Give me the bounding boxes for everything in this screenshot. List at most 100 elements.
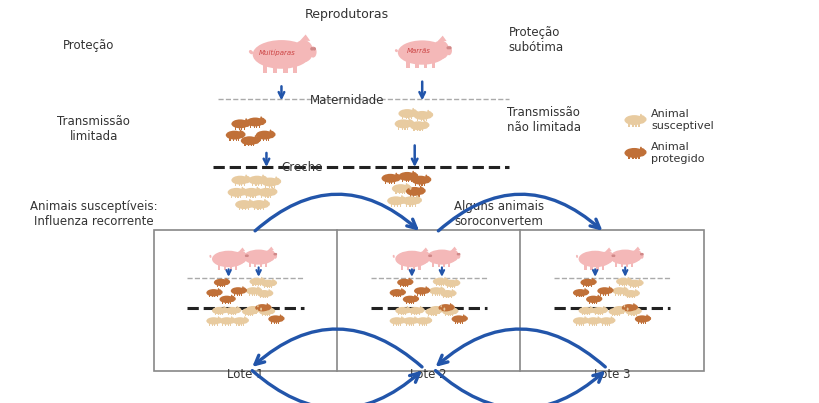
Ellipse shape [586, 317, 600, 324]
Bar [614, 262, 617, 267]
Ellipse shape [381, 174, 399, 183]
Ellipse shape [275, 281, 277, 285]
Ellipse shape [631, 249, 641, 261]
Bar [238, 183, 239, 186]
Text: Transmissão
não limitada: Transmissão não limitada [506, 106, 580, 134]
Bar [265, 138, 266, 141]
Ellipse shape [611, 254, 614, 261]
Bar [269, 195, 271, 198]
Bar [252, 195, 253, 198]
Bar [442, 262, 445, 267]
Ellipse shape [631, 304, 636, 310]
Ellipse shape [397, 40, 446, 65]
Ellipse shape [586, 319, 589, 322]
Bar [624, 310, 625, 312]
Bar [580, 295, 581, 297]
Ellipse shape [618, 308, 623, 314]
Ellipse shape [455, 279, 456, 281]
Ellipse shape [293, 40, 313, 62]
Bar [260, 310, 262, 312]
Bar [588, 323, 590, 326]
Ellipse shape [613, 319, 615, 322]
Ellipse shape [456, 310, 458, 313]
Bar [408, 179, 409, 182]
Ellipse shape [242, 317, 248, 324]
Bar [637, 123, 639, 127]
Ellipse shape [398, 109, 415, 118]
Bar [263, 296, 264, 299]
Bar [582, 285, 584, 287]
Bar [635, 314, 636, 316]
Ellipse shape [405, 183, 407, 186]
Bar [431, 60, 435, 68]
Ellipse shape [262, 200, 269, 208]
Ellipse shape [415, 174, 418, 178]
Circle shape [458, 253, 459, 255]
Ellipse shape [395, 251, 428, 267]
Bar [417, 293, 418, 296]
Bar [247, 314, 249, 316]
Ellipse shape [271, 280, 276, 286]
Bar [444, 310, 445, 312]
Bar [261, 314, 263, 316]
Ellipse shape [247, 319, 249, 322]
Bar [588, 285, 589, 287]
Bar [422, 293, 423, 296]
Ellipse shape [405, 307, 410, 313]
Polygon shape [634, 247, 640, 250]
Ellipse shape [265, 304, 270, 310]
Bar [629, 310, 630, 312]
Ellipse shape [634, 289, 636, 291]
Ellipse shape [612, 306, 626, 313]
Ellipse shape [452, 305, 455, 309]
Ellipse shape [611, 289, 613, 292]
Ellipse shape [249, 199, 251, 202]
Ellipse shape [402, 317, 417, 324]
Bar [405, 179, 406, 182]
Bar [452, 314, 453, 316]
Ellipse shape [394, 119, 412, 128]
Bar [399, 191, 400, 194]
Bar [404, 191, 405, 194]
Bar [260, 262, 261, 267]
Ellipse shape [410, 121, 427, 130]
Bar [395, 323, 396, 326]
Ellipse shape [206, 289, 220, 297]
Bar [413, 129, 414, 131]
Text: Lote 3: Lote 3 [593, 368, 630, 381]
Ellipse shape [206, 317, 220, 324]
Ellipse shape [265, 249, 275, 261]
Bar [588, 302, 590, 304]
Ellipse shape [578, 307, 592, 314]
Bar [627, 123, 629, 127]
Ellipse shape [244, 176, 250, 183]
Bar [405, 116, 406, 119]
Bar [408, 116, 409, 119]
Ellipse shape [400, 316, 402, 319]
Bar [209, 323, 210, 326]
Ellipse shape [275, 190, 277, 193]
Bar [216, 285, 218, 287]
Bar [626, 296, 627, 299]
Bar [413, 323, 414, 326]
Ellipse shape [394, 174, 400, 181]
Bar [620, 293, 621, 296]
Ellipse shape [260, 278, 265, 284]
Bar [459, 322, 460, 324]
Bar [244, 144, 246, 146]
Bar [274, 322, 275, 324]
Ellipse shape [455, 292, 456, 295]
Circle shape [428, 255, 429, 256]
Bar [231, 313, 232, 315]
Ellipse shape [572, 317, 586, 324]
Ellipse shape [432, 40, 449, 59]
Ellipse shape [638, 279, 640, 281]
Ellipse shape [414, 287, 428, 295]
Ellipse shape [256, 131, 273, 139]
Ellipse shape [248, 176, 265, 185]
Ellipse shape [233, 319, 236, 322]
Ellipse shape [586, 296, 600, 303]
Ellipse shape [405, 187, 423, 196]
Bar [237, 195, 238, 198]
Bar [413, 194, 414, 197]
